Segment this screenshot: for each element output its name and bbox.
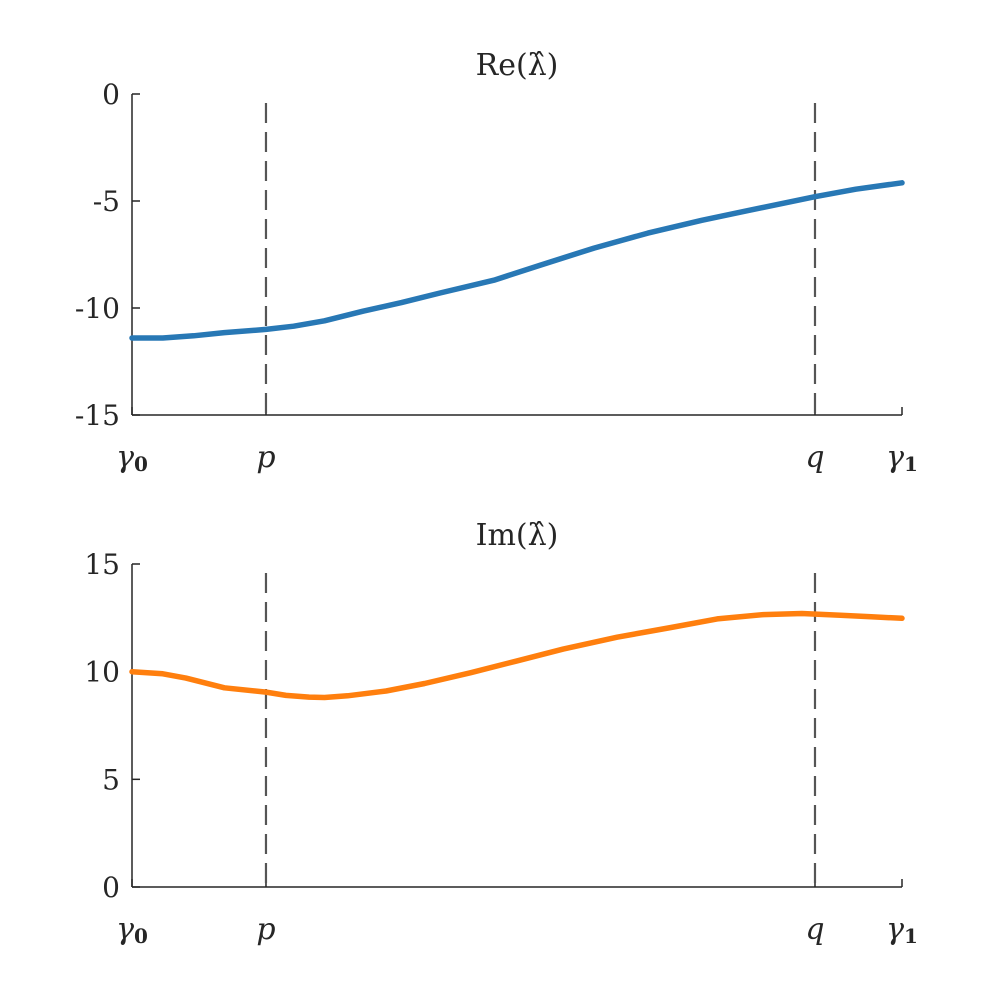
x-tick-label: q bbox=[805, 440, 824, 475]
y-tick-label: 0 bbox=[102, 78, 120, 111]
y-tick-label: 0 bbox=[102, 871, 120, 904]
x-tick-label: q bbox=[805, 912, 824, 947]
x-tick-label: p bbox=[256, 440, 275, 475]
y-tick-label: -10 bbox=[75, 292, 120, 325]
x-tick-subscript: 0 bbox=[134, 452, 148, 476]
x-tick-symbol: p bbox=[256, 440, 275, 475]
x-tick-label: γ0 bbox=[116, 440, 148, 476]
x-tick-subscript: 1 bbox=[904, 452, 918, 476]
x-tick-symbol: q bbox=[805, 912, 824, 947]
series-line bbox=[129, 180, 905, 341]
y-tick-label: 10 bbox=[84, 656, 120, 689]
y-tick-label: -5 bbox=[93, 185, 120, 218]
x-tick-label: p bbox=[256, 912, 275, 947]
x-tick-symbol: p bbox=[256, 912, 275, 947]
x-tick-subscript: 0 bbox=[134, 924, 148, 948]
chart-title: Im(λ̂) bbox=[476, 518, 559, 553]
x-tick-label: γ0 bbox=[116, 912, 148, 948]
x-tick-symbol: γ bbox=[116, 440, 134, 475]
x-tick-label: γ1 bbox=[886, 440, 918, 476]
x-tick-symbol: q bbox=[805, 440, 824, 475]
y-tick-label: -15 bbox=[75, 399, 120, 432]
y-tick-label: 15 bbox=[84, 548, 120, 581]
series-line bbox=[129, 610, 905, 701]
x-tick-subscript: 1 bbox=[904, 924, 918, 948]
y-tick-label: 5 bbox=[102, 763, 120, 796]
x-tick-symbol: γ bbox=[886, 440, 904, 475]
x-tick-symbol: γ bbox=[116, 912, 134, 947]
x-tick-label: γ1 bbox=[886, 912, 918, 948]
chart-title: Re(λ̂) bbox=[476, 48, 559, 83]
x-tick-symbol: γ bbox=[886, 912, 904, 947]
